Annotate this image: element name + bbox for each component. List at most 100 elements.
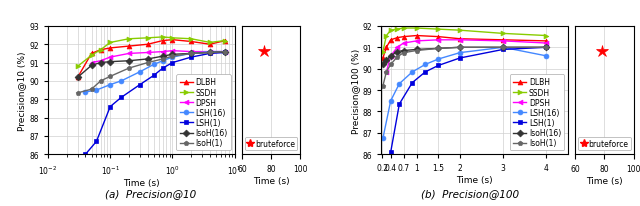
LSH(16) bbox=[387, 100, 394, 103]
DPSH bbox=[499, 40, 507, 43]
IsoH(1) bbox=[106, 76, 114, 78]
DPSH bbox=[221, 51, 229, 54]
LSH(16) bbox=[396, 83, 403, 85]
LSH(16) bbox=[499, 47, 507, 49]
LSH(1) bbox=[82, 153, 90, 156]
LSH(16) bbox=[379, 137, 387, 140]
DLBH bbox=[499, 39, 507, 42]
IsoH(16) bbox=[106, 61, 114, 64]
IsoH(1) bbox=[206, 52, 214, 54]
LSH(1) bbox=[206, 53, 214, 55]
LSH(16) bbox=[136, 71, 144, 74]
Legend: bruteforce: bruteforce bbox=[579, 137, 630, 151]
DPSH bbox=[88, 62, 95, 64]
DPSH bbox=[159, 51, 166, 54]
IsoH(1) bbox=[74, 92, 81, 95]
IsoH(1) bbox=[435, 48, 442, 50]
Line: LSH(16): LSH(16) bbox=[381, 46, 548, 141]
Line: DPSH: DPSH bbox=[384, 38, 548, 75]
Line: DLBH: DLBH bbox=[381, 34, 548, 61]
DLBH bbox=[379, 57, 387, 60]
LSH(16) bbox=[93, 89, 100, 92]
DPSH bbox=[543, 43, 550, 45]
LSH(1) bbox=[117, 97, 125, 99]
IsoH(16) bbox=[125, 60, 133, 63]
LSH(16) bbox=[106, 84, 114, 86]
LSH(1) bbox=[136, 84, 144, 86]
DLBH bbox=[435, 36, 442, 39]
DLBH bbox=[125, 46, 133, 48]
SSDH bbox=[394, 29, 401, 31]
LSH(16) bbox=[408, 71, 416, 74]
Line: SSDH: SSDH bbox=[381, 27, 548, 55]
DLBH bbox=[413, 35, 420, 38]
IsoH(16) bbox=[168, 54, 176, 56]
SSDH bbox=[125, 38, 133, 41]
LSH(1) bbox=[387, 151, 394, 154]
LSH(1) bbox=[159, 68, 166, 70]
LSH(1) bbox=[221, 52, 229, 54]
DPSH bbox=[206, 51, 214, 54]
SSDH bbox=[74, 66, 81, 68]
IsoH(16) bbox=[221, 51, 229, 54]
IsoH(16) bbox=[188, 53, 195, 55]
DLBH bbox=[97, 49, 104, 52]
IsoH(1) bbox=[168, 56, 176, 58]
DLBH bbox=[144, 44, 152, 46]
IsoH(1) bbox=[413, 50, 420, 53]
LSH(16) bbox=[188, 53, 195, 55]
IsoH(16) bbox=[413, 49, 420, 52]
SSDH bbox=[144, 37, 152, 40]
Line: LSH(1): LSH(1) bbox=[388, 46, 548, 155]
Line: IsoH(1): IsoH(1) bbox=[76, 50, 227, 96]
DLBH bbox=[387, 39, 394, 42]
DLBH bbox=[74, 77, 81, 79]
IsoH(16) bbox=[435, 48, 442, 50]
IsoH(1) bbox=[456, 47, 464, 49]
IsoH(16) bbox=[206, 52, 214, 54]
DLBH bbox=[88, 53, 95, 55]
SSDH bbox=[499, 33, 507, 35]
LSH(16) bbox=[159, 60, 166, 63]
Text: (a)  Precision@10: (a) Precision@10 bbox=[105, 188, 196, 198]
LSH(1) bbox=[408, 82, 416, 84]
IsoH(1) bbox=[379, 85, 387, 88]
IsoH(1) bbox=[159, 58, 166, 61]
LSH(1) bbox=[150, 75, 157, 77]
IsoH(16) bbox=[383, 60, 390, 62]
IsoH(1) bbox=[97, 80, 104, 83]
IsoH(16) bbox=[394, 51, 401, 54]
DLBH bbox=[383, 47, 390, 49]
DPSH bbox=[400, 43, 408, 45]
LSH(1) bbox=[168, 62, 176, 64]
IsoH(1) bbox=[394, 56, 401, 59]
IsoH(16) bbox=[499, 47, 507, 49]
DLBH bbox=[456, 38, 464, 41]
Line: IsoH(16): IsoH(16) bbox=[381, 46, 548, 68]
IsoH(1) bbox=[387, 64, 394, 66]
LSH(1) bbox=[543, 47, 550, 49]
LSH(1) bbox=[93, 140, 100, 143]
IsoH(1) bbox=[499, 47, 507, 49]
SSDH bbox=[383, 35, 390, 38]
X-axis label: Time (s): Time (s) bbox=[123, 179, 159, 187]
IsoH(16) bbox=[543, 47, 550, 49]
Legend: DLBH, SSDH, DPSH, LSH(16), LSH(1), IsoH(16), IsoH(1): DLBH, SSDH, DPSH, LSH(16), LSH(1), IsoH(… bbox=[177, 75, 231, 151]
LSH(1) bbox=[106, 106, 114, 108]
DLBH bbox=[159, 40, 166, 43]
IsoH(16) bbox=[88, 65, 95, 67]
IsoH(16) bbox=[144, 58, 152, 61]
LSH(16) bbox=[206, 51, 214, 54]
IsoH(1) bbox=[383, 71, 390, 74]
LSH(1) bbox=[188, 57, 195, 59]
IsoH(16) bbox=[379, 64, 387, 66]
Line: DPSH: DPSH bbox=[89, 49, 227, 66]
Y-axis label: Precision@10 (%): Precision@10 (%) bbox=[17, 51, 26, 130]
DPSH bbox=[106, 57, 114, 59]
DLBH bbox=[206, 44, 214, 46]
Line: IsoH(1): IsoH(1) bbox=[381, 46, 548, 89]
IsoH(1) bbox=[400, 52, 408, 55]
IsoH(16) bbox=[97, 62, 104, 64]
DLBH bbox=[543, 40, 550, 43]
DPSH bbox=[413, 40, 420, 43]
